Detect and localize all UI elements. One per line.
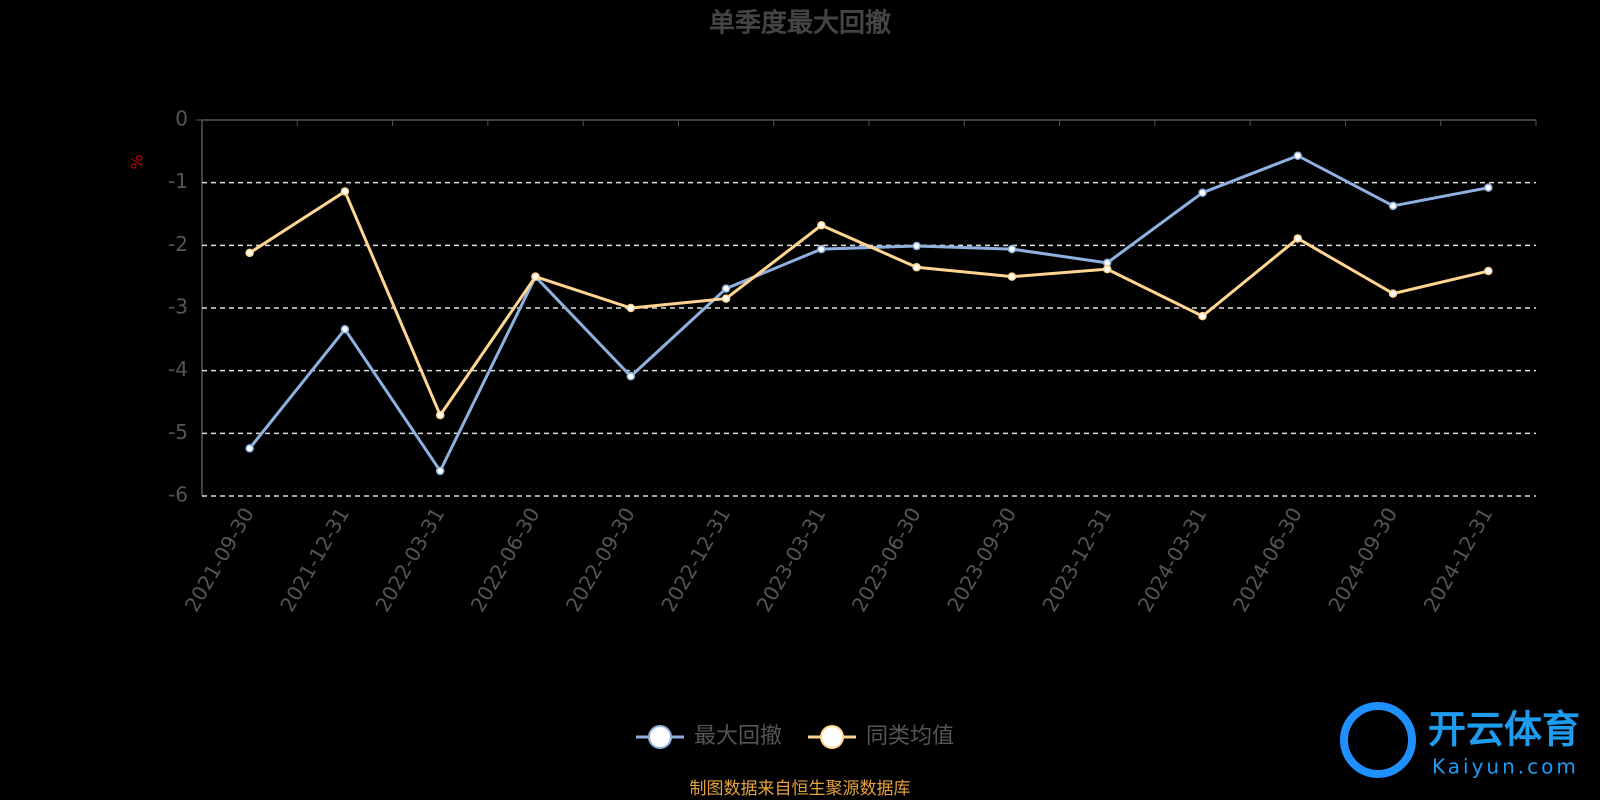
data-point <box>1293 234 1303 243</box>
data-point <box>1007 244 1017 254</box>
data-point <box>817 221 826 230</box>
watermark-brand: 开云体育 <box>1428 708 1580 752</box>
data-point <box>1388 201 1398 211</box>
data-point <box>340 325 350 334</box>
data-point <box>912 263 921 272</box>
y-tick-label: -2 <box>168 232 188 256</box>
watermark-logo <box>1340 702 1416 778</box>
y-tick-label: -4 <box>168 357 188 381</box>
data-point <box>1293 151 1303 160</box>
data-point <box>435 410 445 420</box>
data-point <box>721 284 731 293</box>
data-point <box>1198 311 1207 321</box>
data-point <box>1007 272 1017 281</box>
y-tick-label: -6 <box>168 483 188 507</box>
watermark-site: Kaiyun.com <box>1432 755 1579 779</box>
source-note: 制图数据来自恒生聚源数据库 <box>690 779 911 799</box>
data-point <box>340 187 350 196</box>
y-axis-label: % <box>128 154 147 169</box>
data-point <box>245 248 254 258</box>
watermark: 开云体育 Kaiyun.com <box>1340 702 1580 779</box>
data-point <box>435 466 445 476</box>
legend-item[interactable]: 最大回撤 <box>636 724 782 749</box>
data-point <box>912 241 921 251</box>
y-tick-label: -1 <box>168 169 188 193</box>
y-tick-label: -3 <box>168 295 188 319</box>
data-point <box>817 244 826 254</box>
legend-marker <box>820 725 845 749</box>
y-tick-label: 0 <box>175 107 188 131</box>
legend-label: 最大回撤 <box>694 724 782 749</box>
series-line <box>248 189 1489 419</box>
data-point <box>626 303 636 313</box>
legend-marker <box>648 725 672 749</box>
legend-item[interactable]: 同类均值 <box>808 724 954 749</box>
chart-title: 单季度最大回撤 <box>709 8 891 39</box>
legend-label: 同类均值 <box>866 724 954 749</box>
data-point <box>1102 264 1112 274</box>
y-tick-label: -5 <box>168 420 188 444</box>
data-point <box>1484 266 1493 276</box>
data-point <box>1484 183 1493 192</box>
data-point <box>721 294 731 303</box>
data-point <box>245 444 254 453</box>
data-point <box>1388 289 1398 298</box>
data-point <box>1198 188 1207 197</box>
data-point <box>531 272 540 281</box>
data-point <box>626 372 636 381</box>
